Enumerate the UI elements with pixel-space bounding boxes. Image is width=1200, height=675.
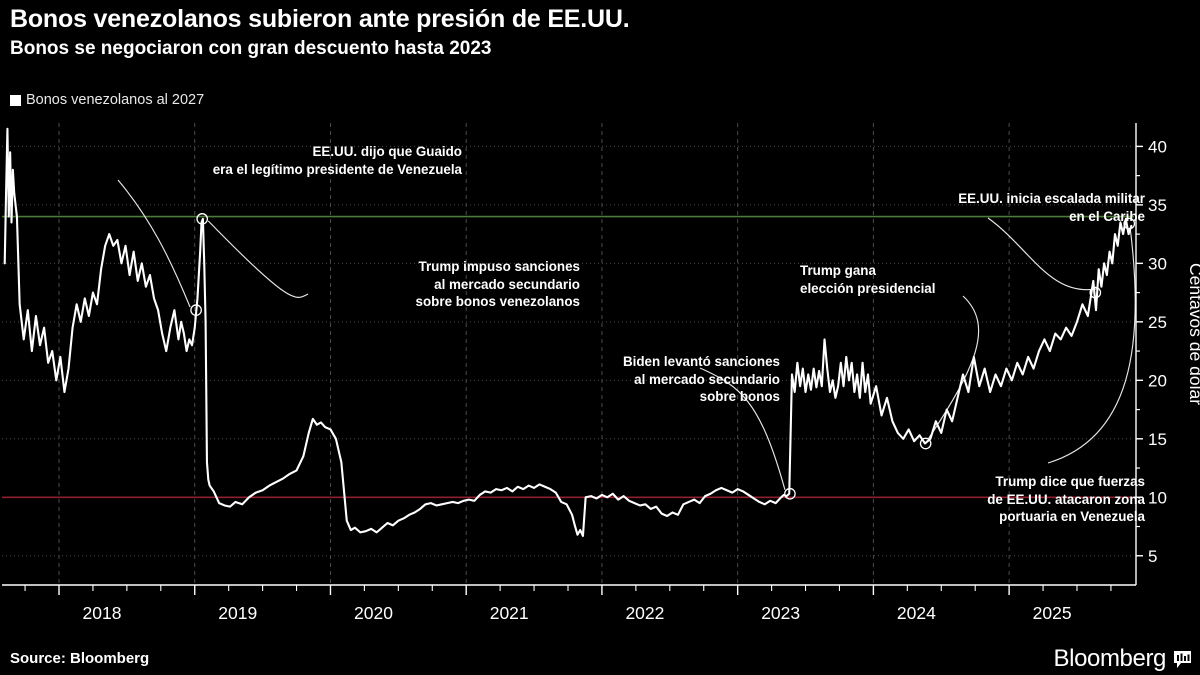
x-tick-label: 2020 [354, 603, 393, 623]
y-tick-label: 35 [1148, 196, 1167, 215]
annotation-escalada-militar-line-2: en el Caribe [1069, 208, 1145, 224]
annotation-guaido: EE.UU. dijo que Guaido era el legítimo p… [0, 143, 462, 178]
annotation-trump-gana: Trump gana elección presidencial [800, 262, 1080, 297]
marker-guaido [196, 213, 209, 225]
annotation-guaido-line-2: era el legítimo presidente de Venezuela [212, 161, 462, 177]
page-subtitle: Bonos se negociaron con gran descuento h… [10, 38, 492, 59]
series-line-0 [3, 127, 1133, 537]
annotation-zona-portuaria-line-2: de EE.UU. atacaron zona [987, 491, 1145, 507]
x-tick-label: 2022 [625, 603, 664, 623]
annotation-zona-portuaria: Trump dice que fuerzas de EE.UU. atacaro… [830, 473, 1145, 526]
annotation-guaido-line-1: EE.UU. dijo que Guaido [312, 144, 462, 159]
leader-zona-portuaria [1047, 228, 1136, 464]
annotation-trump-sanciones: Trump impuso sanciones al mercado secund… [258, 258, 580, 311]
marker-zona-portuaria [1123, 217, 1136, 230]
annotation-trump-sanciones-line-3: sobre bonos venezolanos [415, 294, 580, 309]
x-tick-label: 2024 [897, 603, 936, 623]
source-label: Source: Bloomberg [10, 650, 150, 667]
y-tick-label: 20 [1148, 371, 1167, 390]
annotation-zona-portuaria-line-3: portuaria en Venezuela [999, 509, 1145, 524]
annotation-biden-line-2: al mercado secundario [634, 371, 780, 387]
y-tick-label: 25 [1148, 313, 1167, 332]
leader-trump-gana [928, 295, 980, 439]
leader-biden [699, 367, 786, 490]
annotation-trump-gana-line-2: elección presidencial [800, 280, 936, 296]
leader-guaido [117, 179, 191, 308]
x-tick-label: 2018 [83, 603, 122, 623]
y-tick-label: 5 [1148, 547, 1157, 566]
annotation-biden: Biden levantó sanciones al mercado secun… [470, 353, 780, 406]
y-tick-label: 30 [1148, 254, 1167, 273]
leader-escalada [987, 217, 1099, 291]
annotation-trump-sanciones-line-2: al mercado secundario [434, 276, 580, 292]
y-tick-label: 10 [1148, 488, 1167, 507]
chart-header: Bonos venezolanos subieron ante presión … [10, 4, 1190, 62]
marker-trump-gana [919, 437, 932, 450]
bloomberg-logo-icon [1173, 650, 1192, 669]
leader-trump-sanciones [207, 220, 309, 298]
y-axis-title: Centavos de dólar [1186, 263, 1200, 405]
annotation-escalada-militar: EE.UU. inicia escalada militar en el Car… [800, 190, 1145, 225]
x-tick-label: 2019 [218, 603, 257, 623]
bloomberg-wordmark: Bloomberg [1053, 645, 1167, 672]
chart-legend: Bonos venezolanos al 2027 [10, 92, 204, 108]
x-tick-label: 2025 [1033, 603, 1072, 623]
annotation-trump-sanciones-line-1: Trump impuso sanciones [418, 259, 580, 274]
annotation-escalada-militar-line-1: EE.UU. inicia escalada militar [958, 191, 1145, 206]
bloomberg-brand: Bloomberg [1054, 645, 1192, 673]
marker-escalada [1089, 286, 1102, 299]
annotation-trump-gana-line-1: Trump gana [800, 263, 876, 278]
y-tick-label: 15 [1148, 430, 1167, 449]
marker-trump-sanciones [190, 304, 202, 316]
legend-swatch-icon [10, 94, 21, 106]
x-tick-label: 2021 [490, 603, 529, 623]
legend-label: Bonos venezolanos al 2027 [26, 92, 205, 108]
page-title: Bonos venezolanos subieron ante presión … [10, 5, 630, 33]
marker-biden [784, 487, 796, 500]
annotation-biden-line-1: Biden levantó sanciones [622, 354, 780, 369]
annotation-biden-line-3: sobre bonos [699, 389, 780, 404]
annotation-zona-portuaria-line-1: Trump dice que fuerzas [995, 474, 1145, 489]
y-tick-label: 40 [1148, 137, 1167, 156]
x-tick-label: 2023 [761, 603, 800, 623]
